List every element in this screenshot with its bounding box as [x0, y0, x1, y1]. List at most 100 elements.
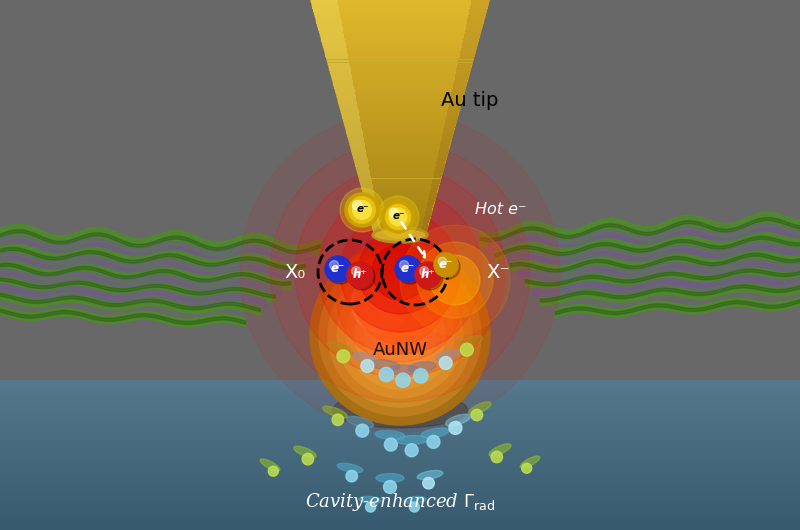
Circle shape — [439, 357, 452, 369]
Bar — [458, 59, 473, 63]
Circle shape — [399, 261, 409, 270]
Bar — [374, 232, 426, 235]
Bar — [457, 68, 470, 72]
Ellipse shape — [458, 335, 482, 348]
Bar — [467, 21, 483, 24]
Bar — [366, 205, 434, 208]
Bar — [359, 179, 371, 181]
Circle shape — [382, 201, 414, 233]
Bar — [366, 202, 376, 205]
Bar — [366, 205, 377, 208]
Bar — [0, 481, 800, 485]
Circle shape — [345, 193, 379, 227]
Bar — [345, 125, 455, 128]
Bar — [330, 68, 470, 72]
Bar — [434, 173, 442, 175]
Bar — [315, 15, 341, 18]
Text: e⁻: e⁻ — [401, 262, 415, 276]
Bar — [0, 492, 800, 496]
Ellipse shape — [333, 392, 467, 428]
Bar — [317, 21, 342, 24]
Circle shape — [358, 230, 442, 314]
Bar — [322, 39, 478, 42]
Ellipse shape — [375, 230, 425, 240]
Bar — [471, 0, 489, 3]
Circle shape — [349, 197, 375, 223]
Circle shape — [355, 290, 445, 380]
Bar — [0, 500, 800, 503]
Bar — [0, 384, 800, 387]
Bar — [351, 149, 366, 152]
Bar — [0, 432, 800, 436]
Bar — [422, 226, 428, 229]
Ellipse shape — [372, 227, 428, 243]
Bar — [0, 444, 800, 447]
Circle shape — [327, 258, 353, 284]
Bar — [371, 223, 380, 226]
Bar — [0, 440, 800, 444]
Circle shape — [340, 188, 384, 232]
Circle shape — [361, 359, 374, 373]
Bar — [0, 425, 800, 429]
Bar — [320, 33, 480, 36]
Circle shape — [422, 478, 434, 489]
Ellipse shape — [408, 361, 436, 372]
Circle shape — [353, 201, 371, 219]
Bar — [450, 95, 463, 98]
Bar — [326, 54, 474, 57]
Ellipse shape — [489, 444, 511, 456]
Bar — [334, 86, 466, 89]
Circle shape — [295, 167, 505, 377]
Bar — [354, 161, 368, 164]
Bar — [337, 95, 463, 98]
Bar — [314, 12, 486, 15]
Bar — [350, 143, 365, 146]
Bar — [447, 110, 459, 113]
Bar — [457, 66, 471, 68]
Bar — [437, 158, 446, 161]
Bar — [340, 107, 460, 110]
Bar — [357, 170, 443, 173]
Circle shape — [325, 256, 351, 282]
Bar — [351, 149, 449, 152]
Circle shape — [386, 205, 410, 229]
Text: Cavity-enhanced $\mathit{\Gamma}_{\rm rad}$: Cavity-enhanced $\mathit{\Gamma}_{\rm ra… — [305, 491, 495, 513]
Bar — [333, 81, 353, 83]
Circle shape — [240, 112, 560, 432]
Text: e⁻: e⁻ — [393, 211, 406, 221]
Bar — [338, 101, 462, 104]
Bar — [344, 122, 456, 125]
Circle shape — [351, 275, 409, 332]
Bar — [0, 402, 800, 407]
Circle shape — [379, 367, 394, 382]
Bar — [343, 119, 360, 122]
Bar — [462, 45, 477, 48]
Bar — [365, 199, 435, 202]
Bar — [421, 232, 426, 235]
Ellipse shape — [469, 402, 491, 414]
Bar — [334, 86, 354, 89]
Bar — [311, 0, 338, 3]
Circle shape — [355, 254, 445, 344]
Ellipse shape — [375, 430, 405, 440]
Bar — [358, 175, 371, 179]
Bar — [354, 158, 368, 161]
Bar — [331, 74, 352, 77]
Bar — [445, 122, 456, 125]
Bar — [458, 63, 472, 65]
Bar — [423, 220, 430, 223]
Bar — [321, 36, 344, 39]
Bar — [352, 152, 366, 155]
Bar — [0, 470, 800, 474]
Circle shape — [384, 438, 398, 451]
Bar — [363, 193, 374, 196]
Bar — [0, 414, 800, 418]
Bar — [326, 57, 348, 59]
Bar — [0, 451, 800, 455]
Bar — [443, 128, 454, 131]
Bar — [368, 211, 432, 214]
Circle shape — [434, 253, 458, 277]
Bar — [422, 229, 427, 232]
Bar — [438, 155, 447, 157]
Bar — [430, 193, 437, 196]
